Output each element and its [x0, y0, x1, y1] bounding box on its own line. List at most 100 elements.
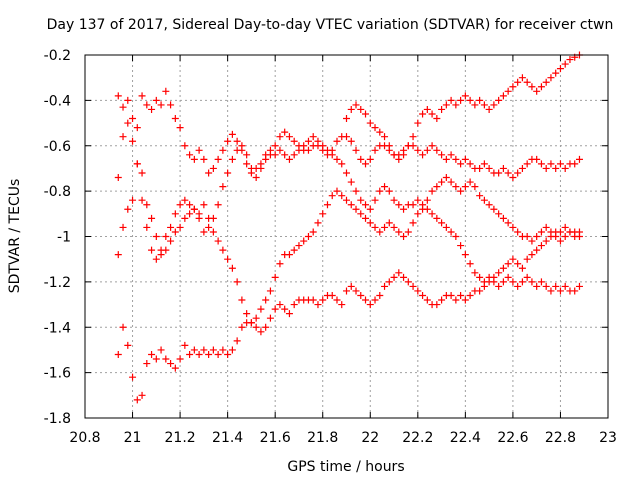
data-point	[466, 260, 474, 268]
data-point	[433, 183, 441, 191]
data-point	[224, 350, 232, 358]
data-point	[509, 174, 517, 182]
data-point	[404, 228, 412, 236]
data-point	[461, 155, 469, 163]
data-point	[276, 133, 284, 141]
data-point	[381, 133, 389, 141]
data-point	[285, 133, 293, 141]
data-point	[209, 228, 217, 236]
data-point	[224, 137, 232, 145]
x-tick-label: 21	[124, 430, 142, 446]
data-point	[509, 83, 517, 91]
data-point	[271, 273, 279, 281]
data-point	[124, 96, 132, 104]
data-point	[319, 142, 327, 150]
data-point	[171, 364, 179, 372]
data-point	[186, 151, 194, 159]
y-tick-label: -0.2	[44, 48, 71, 64]
data-point	[366, 205, 374, 213]
data-point	[300, 142, 308, 150]
data-point	[333, 187, 341, 195]
data-point	[457, 187, 465, 195]
data-point	[499, 92, 507, 100]
data-point	[523, 233, 531, 240]
data-point	[509, 278, 517, 286]
data-point	[438, 151, 446, 159]
x-tick-label: 20.8	[69, 430, 100, 446]
data-point	[314, 301, 322, 309]
data-point	[514, 228, 522, 236]
data-point	[556, 160, 564, 168]
data-point	[129, 115, 137, 123]
data-point	[447, 228, 455, 236]
data-point	[523, 255, 531, 263]
data-point	[133, 160, 141, 168]
data-point	[357, 105, 365, 113]
data-point	[195, 350, 203, 358]
data-point	[333, 296, 341, 304]
data-point	[209, 164, 217, 172]
data-point	[533, 246, 541, 254]
data-point	[347, 201, 355, 209]
data-point	[518, 164, 526, 172]
data-point	[228, 130, 236, 138]
data-point	[419, 291, 427, 299]
data-point	[157, 101, 165, 109]
data-point	[514, 260, 522, 268]
data-point	[400, 146, 408, 154]
data-point	[228, 264, 236, 272]
data-point	[295, 146, 303, 154]
data-point	[518, 264, 526, 272]
data-point	[238, 142, 246, 150]
data-point	[114, 174, 122, 182]
data-point	[485, 164, 493, 172]
data-point	[357, 210, 365, 218]
data-point	[352, 187, 360, 195]
data-point	[409, 219, 417, 227]
data-point	[171, 210, 179, 218]
data-point	[181, 214, 189, 222]
data-point	[461, 92, 469, 100]
data-point	[328, 192, 336, 200]
data-point	[328, 151, 336, 159]
data-point	[533, 233, 541, 240]
data-point	[343, 169, 350, 177]
data-point	[476, 192, 484, 200]
data-point	[300, 237, 308, 245]
data-point	[138, 391, 146, 399]
data-point	[523, 273, 531, 281]
y-tick-label: -1.6	[44, 366, 71, 382]
data-point	[219, 183, 227, 191]
data-point	[433, 301, 441, 309]
data-point	[171, 115, 179, 123]
data-point	[381, 142, 389, 150]
data-point	[552, 164, 560, 172]
data-point	[352, 287, 360, 295]
data-point	[366, 301, 374, 309]
x-tick-label: 22	[361, 430, 379, 446]
data-point	[167, 223, 175, 231]
y-tick-labels: -1.8 -1.6 -1.4 -1.2 -1 -0.8 -0.6 -0.4 -0.2	[44, 48, 71, 427]
data-point	[433, 146, 441, 154]
x-tick-label: 22.6	[497, 430, 528, 446]
data-point	[528, 278, 536, 286]
data-point	[385, 219, 393, 227]
data-point	[157, 346, 165, 354]
data-point	[556, 287, 564, 295]
data-point	[409, 201, 417, 209]
data-point	[428, 210, 436, 218]
data-point	[233, 137, 241, 145]
data-point	[214, 237, 222, 245]
data-point	[561, 282, 569, 290]
data-point	[395, 228, 403, 236]
data-point	[381, 282, 389, 290]
data-point	[338, 192, 346, 200]
data-points	[114, 51, 583, 404]
data-point	[205, 350, 213, 358]
data-point	[556, 65, 564, 73]
data-point	[214, 201, 222, 209]
data-point	[338, 160, 346, 168]
data-point	[200, 201, 208, 209]
data-point	[537, 83, 545, 91]
data-point	[499, 164, 507, 172]
